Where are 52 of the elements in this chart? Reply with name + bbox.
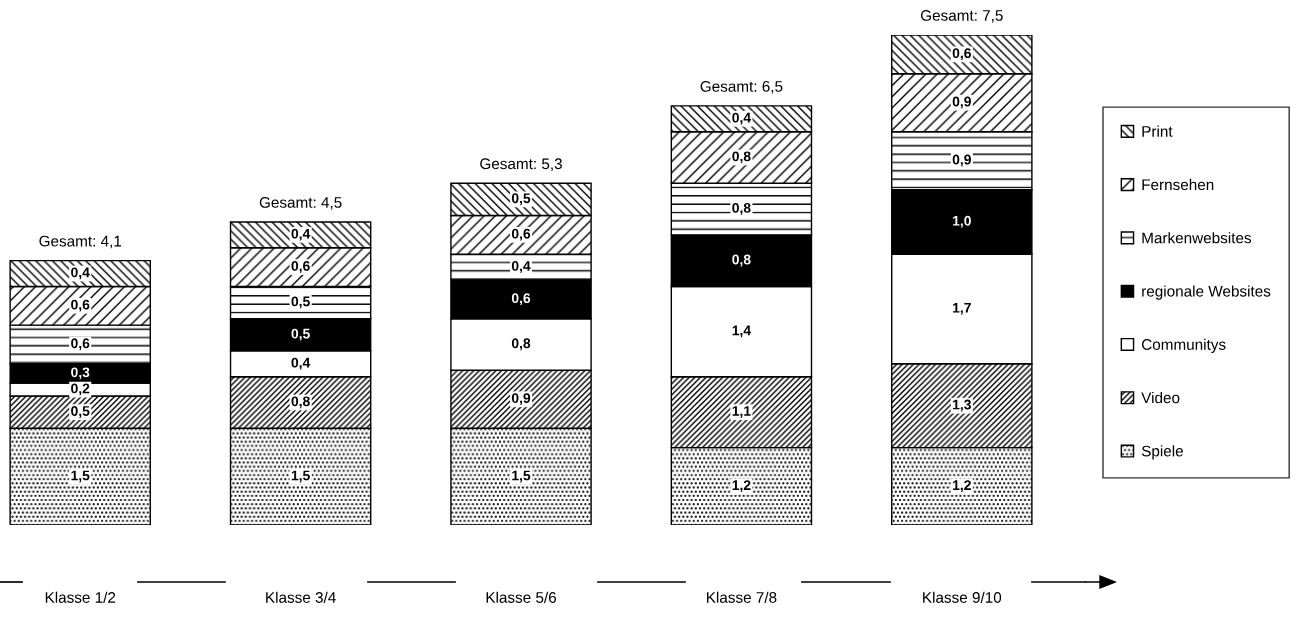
legend-label: Markenwebsites [1142, 232, 1252, 244]
data-label: 0,8 [732, 254, 751, 267]
data-label: 0,8 [732, 202, 751, 215]
legend-label: Fernsehen [1142, 178, 1214, 191]
data-label: 0,8 [511, 338, 531, 351]
total-label: Gesamt: 4,1 [39, 235, 122, 249]
legend-label: Print [1142, 125, 1173, 137]
data-label: 1,7 [953, 303, 971, 315]
data-label: 0,8 [291, 396, 310, 409]
data-label: 1,2 [732, 480, 751, 493]
data-label: 1,5 [512, 470, 531, 483]
data-label: 0,9 [511, 393, 531, 406]
data-label: 1,3 [953, 399, 971, 412]
data-label: 0,4 [511, 261, 531, 273]
data-label: 0,5 [291, 328, 310, 341]
data-label: 0,4 [291, 357, 311, 370]
legend-label: Communitys [1141, 338, 1226, 353]
data-label: 0,9 [952, 96, 971, 109]
data-label: 0,3 [71, 367, 90, 380]
total-label: Gesamt: 7,5 [920, 10, 1003, 23]
x-tick-label: Klasse 9/10 [923, 591, 1002, 603]
data-label: 0,4 [732, 112, 751, 125]
data-label: 0,4 [71, 267, 90, 280]
data-label: 1,2 [953, 480, 971, 493]
x-tick-label: Klasse 7/8 [706, 591, 777, 603]
data-label: 1,5 [291, 470, 310, 483]
data-label: 0,4 [291, 228, 311, 241]
total-label: Gesamt: 6,5 [700, 80, 783, 94]
legend-label: Spiele [1141, 445, 1183, 460]
x-tick-label: Klasse 1/2 [45, 591, 116, 603]
legend-label: regionale Websites [1142, 285, 1271, 300]
data-label: 1,5 [71, 470, 90, 483]
x-tick-label: Klasse 5/6 [486, 591, 557, 603]
data-label: 0,9 [952, 154, 971, 167]
data-label: 0,8 [732, 151, 751, 164]
data-label: 0,6 [71, 338, 90, 351]
data-label: 0,5 [511, 193, 531, 206]
data-label: 0,6 [952, 48, 971, 61]
x-tick-label: Klasse 3/4 [266, 591, 336, 603]
legend-label: Video [1141, 391, 1180, 404]
data-label: 0,6 [71, 299, 90, 312]
data-label: 0,6 [511, 228, 531, 241]
data-label: 1,1 [732, 406, 751, 418]
data-label: 0,5 [71, 406, 90, 418]
data-label: 0,2 [71, 383, 90, 396]
total-label: Gesamt: 5,3 [480, 158, 562, 171]
data-label: 1,4 [732, 325, 751, 338]
total-label: Gesamt: 4,5 [259, 197, 342, 210]
data-label: 0,5 [291, 296, 310, 309]
data-label: 1,0 [953, 215, 971, 228]
data-label: 0,6 [511, 293, 531, 306]
data-label: 0,6 [291, 261, 310, 273]
